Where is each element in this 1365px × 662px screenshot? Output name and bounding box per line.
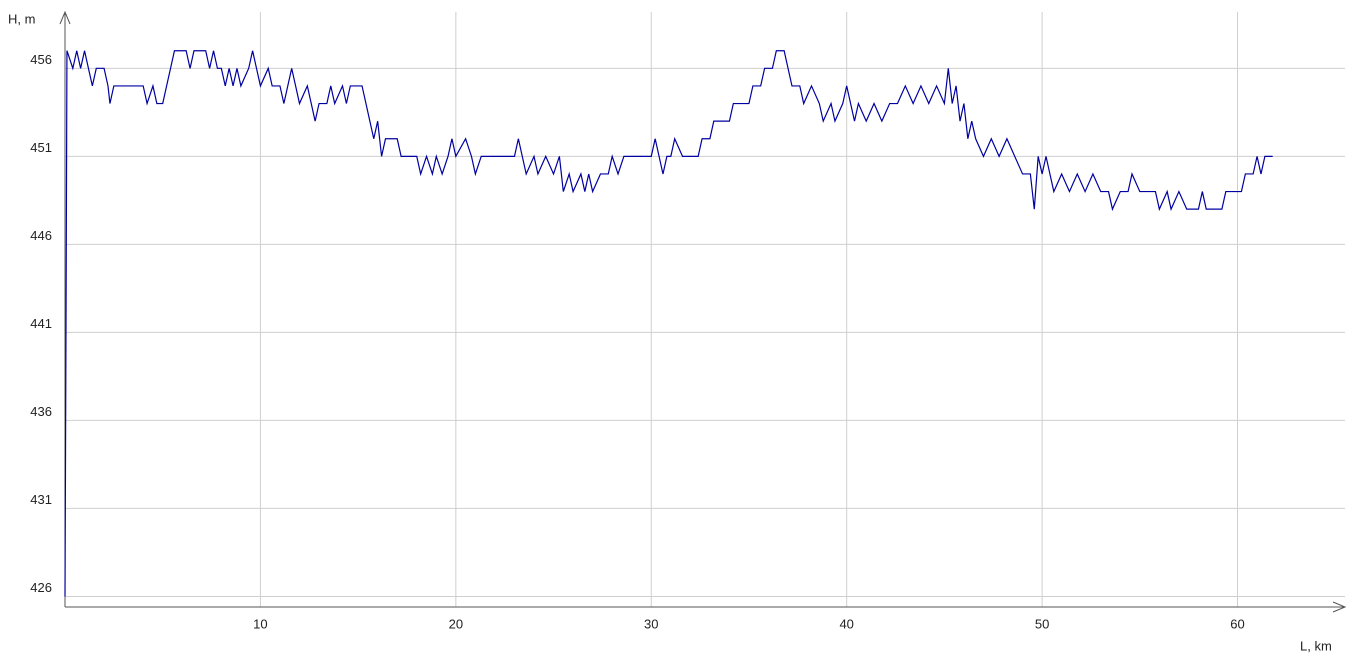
x-tick-label: 20 <box>449 616 463 631</box>
y-tick-label: 436 <box>30 404 52 419</box>
y-axis-arrow <box>59 10 71 25</box>
y-tick-label: 441 <box>30 316 52 331</box>
x-tick-label: 60 <box>1230 616 1244 631</box>
x-tick-label: 30 <box>644 616 658 631</box>
y-tick-label: 431 <box>30 492 52 507</box>
x-tick-label: 10 <box>253 616 267 631</box>
y-tick-label: 456 <box>30 52 52 67</box>
elevation-line <box>64 50 1273 597</box>
x-axis-arrow <box>1332 601 1347 613</box>
x-tick-label: 50 <box>1035 616 1049 631</box>
y-tick-label: 451 <box>30 140 52 155</box>
x-tick-label: 40 <box>839 616 853 631</box>
x-axis-label: L, km <box>1300 638 1332 653</box>
y-axis-label: H, m <box>8 11 35 26</box>
grid <box>65 12 1345 607</box>
y-tick-label: 426 <box>30 580 52 595</box>
y-tick-label: 446 <box>30 228 52 243</box>
